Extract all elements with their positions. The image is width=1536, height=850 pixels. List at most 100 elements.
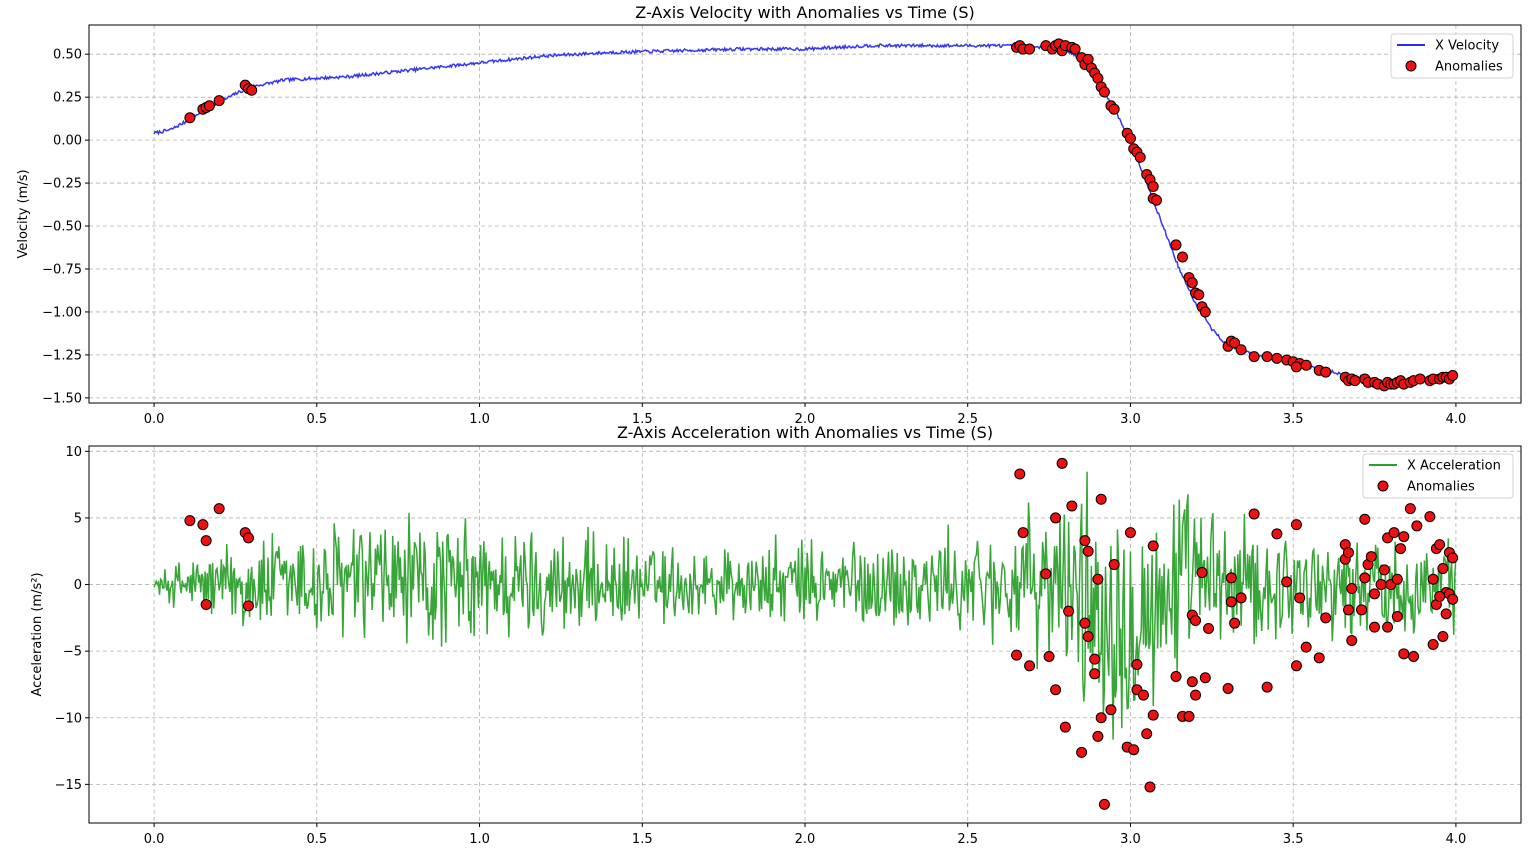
anomaly-point [1170,239,1182,251]
plot-area [153,457,1459,810]
y-tick-label: −1.50 [42,391,82,406]
y-tick-label: 0.50 [53,48,82,63]
anomaly-point [1359,513,1371,525]
x-tick-label: 3.5 [1283,832,1304,847]
anomaly-point [1398,531,1410,543]
anomaly-point [1222,682,1234,694]
anomaly-point [1313,652,1325,664]
axes-frame [88,24,1522,404]
x-tick-label: 2.5 [957,832,978,847]
anomaly-point [197,519,209,531]
x-tick-label: 0.0 [144,832,165,847]
anomaly-point [1095,493,1107,505]
anomaly-point [1105,704,1117,716]
anomaly-point [1414,373,1426,385]
anomaly-point [1040,568,1052,580]
anomaly-point [1190,689,1202,701]
legend-marker-swatch [1405,60,1417,72]
anomaly-point [1098,798,1110,810]
anomaly-point [1124,132,1136,144]
plot-area [153,38,1459,392]
anomaly-point [1177,251,1189,263]
anomaly-point [1281,576,1293,588]
x-tick-label: 1.5 [632,832,653,847]
anomaly-point [1447,370,1459,382]
anomaly-point [1290,519,1302,531]
anomaly-point [1079,617,1091,629]
anomaly-point [1391,611,1403,623]
x-tick-label: 2.0 [795,832,816,847]
anomaly-point [1447,552,1459,564]
anomaly-point [1170,670,1182,682]
anomaly-point [1066,500,1078,512]
anomaly-point [1382,621,1394,633]
anomaly-point [1434,591,1446,603]
anomaly-point [1346,634,1358,646]
anomaly-point [1378,564,1390,576]
x-tick-label: 2.0 [795,412,816,427]
anomaly-point [1193,289,1205,301]
anomaly-point [1144,781,1156,793]
anomaly-point [1108,103,1120,115]
anomaly-point [1290,361,1302,373]
anomaly-point [1261,351,1273,363]
anomaly-point [1437,630,1449,642]
anomaly-point [1229,337,1241,349]
y-tick-label: −5 [63,645,82,660]
anomaly-point [1024,43,1036,55]
anomaly-point [1186,676,1198,688]
legend: X Acceleration Anomalies [1362,453,1514,499]
x-tick-label: 3.0 [1120,412,1141,427]
anomaly-point [1369,621,1381,633]
y-tick-label: 10 [65,445,82,460]
x-tick-label: 1.0 [469,832,490,847]
anomaly-point [1424,511,1436,523]
anomaly-point [1050,512,1062,524]
y-tick-label: −0.50 [42,220,82,235]
anomaly-point [1124,527,1136,539]
x-tick-label: 3.0 [1120,832,1141,847]
anomaly-point [1059,721,1071,733]
anomaly-point [1411,520,1423,532]
anomaly-point [1290,660,1302,672]
anomaly-point [1369,588,1381,600]
anomaly-point [1147,540,1159,552]
x-tick-label: 3.5 [1283,412,1304,427]
anomaly-point [1199,672,1211,684]
anomaly-point [1089,668,1101,680]
anomaly-point [184,112,196,124]
anomaly-point [1098,86,1110,98]
anomaly-point [1300,641,1312,653]
anomaly-point [1437,563,1449,575]
anomaly-point [1134,151,1146,163]
anomaly-point [1017,527,1029,539]
y-tick-label: 0 [74,578,82,593]
anomaly-point [1349,375,1361,387]
legend-label: X Acceleration [1407,459,1501,474]
anomaly-point [1346,583,1358,595]
y-tick-label: −15 [55,778,82,793]
anomaly-point [1147,709,1159,721]
anomaly-point [1427,573,1439,585]
anomaly-point [1190,615,1202,627]
anomaly-point [1225,572,1237,584]
anomaly-point [1089,653,1101,665]
anomaly-point [1196,567,1208,579]
anomaly-point [1356,604,1368,616]
anomaly-point [1300,359,1312,371]
anomaly-point [1076,746,1088,758]
x-tick-label: 1.0 [469,412,490,427]
anomaly-point [1150,194,1162,206]
anomaly-point [1408,650,1420,662]
anomaly-point [1320,366,1332,378]
chart-title: Z-Axis Velocity with Anomalies vs Time (… [635,3,974,22]
anomaly-point [213,95,225,107]
anomaly-point [1137,689,1149,701]
y-tick-label: −0.25 [42,177,82,192]
velocity-chart: 0.0 0.5 1.0 1.5 2.0 2.5 3.0 3.5 4.0 0.50 0.25 0.00 −… [16,3,1522,427]
anomaly-point [1024,660,1036,672]
legend-box [1362,453,1514,499]
anomaly-point [203,100,215,112]
anomaly-point [1069,43,1081,55]
anomaly-point [1294,592,1306,604]
